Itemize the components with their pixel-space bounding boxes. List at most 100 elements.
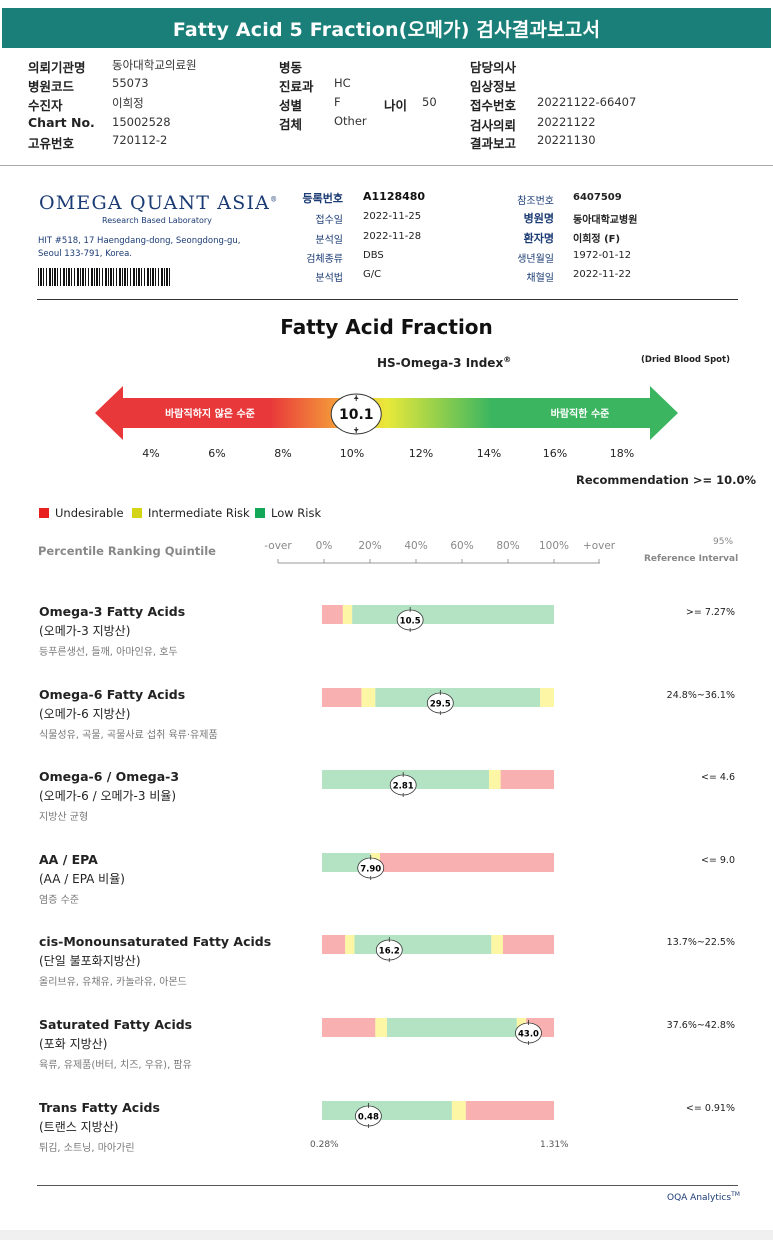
trans-max: 1.31% <box>540 1140 569 1150</box>
percentile-tick-label: 80% <box>496 540 520 552</box>
bar-segment-yellow <box>491 935 503 955</box>
row-bar: 0.48 <box>322 1100 554 1128</box>
index-tick-label: 18% <box>609 447 635 460</box>
row-value: 10.5 <box>400 617 421 627</box>
header-label: 접수번호 <box>470 98 517 113</box>
lab-address-line1: HIT #518, 17 Haengdang-dong, Seongdong-g… <box>38 236 241 246</box>
row-value: 7.90 <box>360 864 381 874</box>
bar-segment-red <box>465 1100 554 1120</box>
row-bar: 29.5 <box>322 687 554 715</box>
footer-divider <box>37 1185 738 1186</box>
footer-brand: OQA AnalyticsTM <box>667 1191 740 1203</box>
info-label: 분석법 <box>315 273 343 284</box>
row-marker: 29.5 <box>426 689 454 715</box>
scale-right-label: 바람직한 수준 <box>551 407 610 420</box>
bar-segment-red <box>322 605 343 624</box>
row-kor-name: (포화 지방산) <box>39 1037 108 1051</box>
row-foods: 식물성유, 곡물, 곡물사료 섭취 육류·유제품 <box>39 730 218 741</box>
bar-segment-red <box>322 1018 376 1037</box>
info-label: 접수일 <box>315 215 343 226</box>
bar-segment-red <box>500 770 554 790</box>
bar-segment-yellow <box>345 935 355 955</box>
header-value: HC <box>334 76 351 90</box>
bar-segment-yellow <box>489 770 501 790</box>
row-name: Omega-6 / Omega-3 <box>39 769 180 784</box>
row-name: cis-Monounsaturated Fatty Acids <box>39 934 272 949</box>
bar-segment-yellow <box>342 605 353 624</box>
row-marker: 7.90 <box>357 854 385 880</box>
info-value: 2022-11-22 <box>573 269 632 280</box>
percentile-title: Percentile Ranking Quintile <box>38 544 216 558</box>
row-name: AA / EPA <box>39 852 98 867</box>
row-foods: 등푸른생선, 들깨, 아마인유, 호두 <box>39 647 178 658</box>
row-bar: 10.5 <box>322 605 554 632</box>
bar-segment-yellow <box>375 1018 387 1037</box>
index-tick-label: 4% <box>142 447 160 460</box>
row-foods: 튀김, 소트닝, 마아가린 <box>39 1143 135 1154</box>
reference-interval-label: Reference Interval <box>644 554 739 564</box>
percentile-tick-label: +over <box>582 540 616 552</box>
row-kor-name: (오메가-6 지방산) <box>39 707 131 721</box>
header-value: 15002528 <box>112 115 171 129</box>
bar-segment-yellow <box>540 687 554 707</box>
info-value: 2022-11-28 <box>363 231 422 242</box>
index-title: HS-Omega-3 Index® <box>377 355 512 370</box>
header-value: 720112-2 <box>112 133 168 147</box>
lab-subtitle: Research Based Laboratory <box>102 216 212 225</box>
info-label: 환자명 <box>523 232 554 245</box>
bar-segment-red <box>322 935 346 955</box>
header-label: 병동 <box>279 60 303 75</box>
scale-arrow <box>95 386 678 440</box>
bar-segment-green <box>354 935 492 955</box>
legend-low-risk: Low Risk <box>255 506 321 520</box>
specimen-label: (Dried Blood Spot) <box>641 355 730 365</box>
index-tick-label: 8% <box>274 447 292 460</box>
info-value: 6407509 <box>573 192 622 203</box>
bar-segment-green <box>375 687 541 707</box>
header-label: 병원코드 <box>28 79 75 94</box>
row-kor-name: (AA / EPA 비율) <box>39 872 125 886</box>
index-tick-label: 10% <box>339 447 365 460</box>
header-label: 검체 <box>279 117 303 132</box>
row-reference: 24.8%~36.1% <box>666 690 735 701</box>
row-marker: 16.2 <box>375 937 403 963</box>
row-marker: 0.48 <box>355 1102 382 1128</box>
row-name: Trans Fatty Acids <box>39 1100 160 1115</box>
percentile-tick-label: 0% <box>315 540 333 552</box>
info-label: 생년월일 <box>517 254 554 265</box>
info-label: 병원명 <box>523 212 554 225</box>
percentile-tick-label: -over <box>264 540 292 552</box>
header-label: 고유번호 <box>28 136 75 151</box>
bar-segment-yellow <box>451 1100 466 1120</box>
header-value: 20221122-66407 <box>537 95 637 109</box>
trans-min: 0.28% <box>310 1140 339 1150</box>
row-reference: <= 9.0 <box>700 855 735 866</box>
info-value: A1128480 <box>363 190 426 203</box>
lab-address-line2: Seoul 133-791, Korea. <box>38 249 132 259</box>
header-label: 임상정보 <box>470 79 517 94</box>
header-label: Chart No. <box>28 115 95 130</box>
row-reference: 37.6%~42.8% <box>666 1020 735 1031</box>
percentile-axis <box>277 559 600 564</box>
row-name: Omega-6 Fatty Acids <box>39 687 186 702</box>
header-value: F <box>334 95 341 109</box>
row-kor-name: (오메가-3 지방산) <box>39 624 131 638</box>
age-label: 나이 <box>384 98 408 113</box>
info-value: 1972-01-12 <box>573 250 632 261</box>
header-label: 성별 <box>279 98 303 113</box>
header-label: 검사의뢰 <box>470 118 517 133</box>
bar-segment-red <box>380 852 554 872</box>
row-marker: 10.5 <box>396 607 424 632</box>
header-value: Other <box>334 114 367 128</box>
omega-index-scale: 바람직하지 않은 수준 바람직한 수준 10.1 <box>95 386 678 440</box>
percentile-tick-label: 100% <box>538 540 570 552</box>
bar-segment-green <box>352 605 554 624</box>
index-tick-label: 12% <box>408 447 434 460</box>
header-value: 20221122 <box>537 115 596 129</box>
row-value: 29.5 <box>430 699 451 709</box>
header-value: 동아대학교의료원 <box>112 58 197 72</box>
index-value: 10.1 <box>339 407 374 423</box>
legend-intermediate: Intermediate Risk <box>132 506 250 520</box>
index-tick-label: 16% <box>542 447 568 460</box>
